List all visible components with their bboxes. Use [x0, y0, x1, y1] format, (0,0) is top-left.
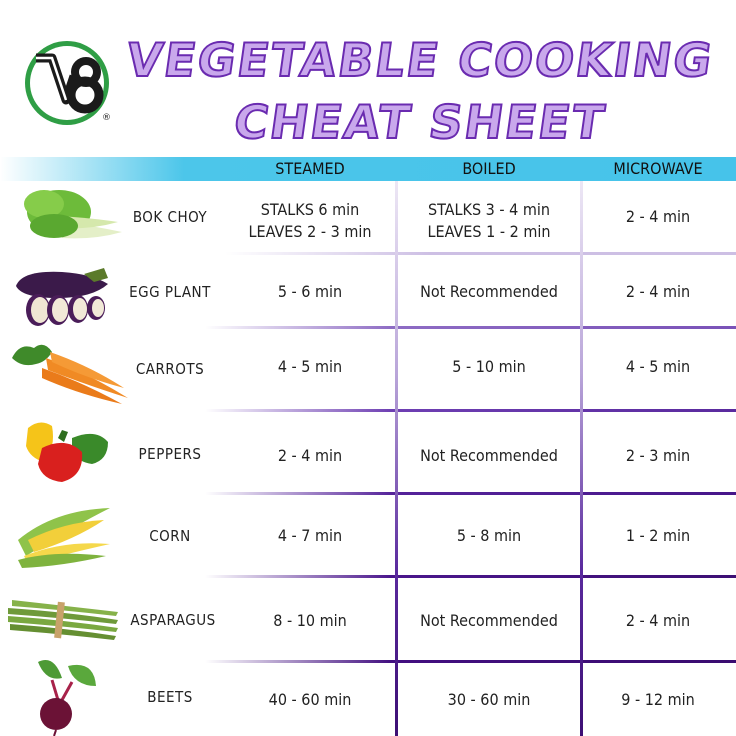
header-microwave: MICROWAVE [613, 159, 703, 178]
boiled-time: Not Recommended [420, 446, 558, 465]
vegetable-name: PEPPERS [138, 445, 202, 463]
row-divider [205, 409, 736, 412]
v8-logo: ® [25, 41, 111, 125]
steamed-time: 2 - 4 min [277, 446, 343, 465]
boiled-time: 5 - 10 min [452, 357, 526, 376]
header-steamed: STEAMED [275, 159, 345, 178]
microwave-time: 4 - 5 min [625, 357, 691, 376]
row-divider [205, 326, 736, 329]
row-divider [225, 252, 736, 255]
steamed-time: 4 - 5 min [277, 357, 343, 376]
title-line-1: VEGETABLE COOKING [122, 32, 718, 88]
column-divider [580, 181, 583, 736]
vegetable-name: ASPARAGUS [130, 611, 216, 629]
vegetable-name: EGG PLANT [129, 283, 211, 301]
vegetable-name: BOK CHOY [132, 208, 208, 226]
beets-image [38, 660, 96, 736]
vegetable-name: CORN [149, 527, 191, 545]
microwave-time: 2 - 4 min [625, 611, 691, 630]
microwave-time: 9 - 12 min [621, 690, 695, 709]
steamed-time: 40 - 60 min [268, 690, 352, 709]
microwave-time: 2 - 3 min [625, 446, 691, 465]
column-divider [395, 181, 398, 736]
peppers-image [26, 422, 108, 482]
microwave-time: 2 - 4 min [625, 282, 691, 301]
registered-mark: ® [102, 113, 111, 123]
bok-choy-image [24, 190, 122, 239]
steamed-time: 5 - 6 min [277, 282, 343, 301]
vegetable-name: CARROTS [135, 360, 205, 378]
boiled-time: 30 - 60 min [447, 690, 531, 709]
microwave-time: 2 - 4 min [625, 207, 691, 226]
microwave-time: 1 - 2 min [625, 526, 691, 545]
vegetable-name: BEETS [147, 688, 193, 706]
row-divider [205, 575, 736, 578]
header-band [0, 157, 736, 181]
boiled-time: STALKS 3 - 4 min LEAVES 1 - 2 min [427, 200, 551, 241]
steamed-time: 4 - 7 min [277, 526, 343, 545]
row-divider [205, 660, 736, 663]
boiled-time: Not Recommended [420, 611, 558, 630]
eggplant-image [16, 268, 108, 326]
boiled-time: 5 - 8 min [456, 526, 522, 545]
steamed-time: STALKS 6 min LEAVES 2 - 3 min [248, 200, 372, 241]
asparagus-image [8, 600, 118, 640]
carrots-image [12, 344, 128, 404]
row-divider [205, 492, 736, 495]
boiled-time: Not Recommended [420, 282, 558, 301]
corn-image [18, 508, 110, 568]
title-line-2: CHEAT SHEET [230, 94, 611, 150]
header-boiled: BOILED [462, 159, 516, 178]
steamed-time: 8 - 10 min [273, 611, 347, 630]
